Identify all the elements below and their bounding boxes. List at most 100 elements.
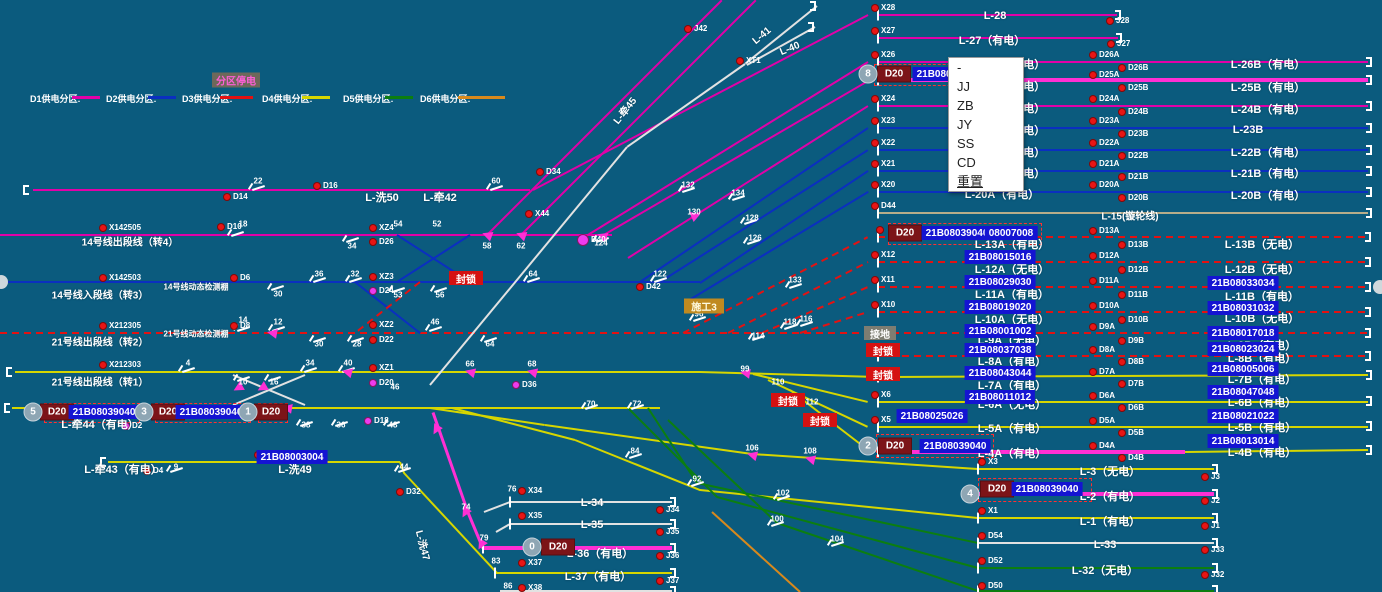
device-dot-D20B[interactable] [1118,194,1126,202]
device-id-badge[interactable]: 21B08021022 [1207,409,1279,423]
device-dot-J3[interactable] [1201,473,1209,481]
device-dot-D10B[interactable] [1118,316,1126,324]
device-dot-X142505[interactable] [99,224,107,232]
device-id-badge[interactable]: 21B08005006 [1207,362,1279,376]
device-dot-X3[interactable] [978,458,986,466]
lock-badge[interactable]: 封锁 [771,393,805,408]
device-dot-D52[interactable] [978,557,986,565]
device-dot-D23A[interactable] [1089,117,1097,125]
device-dot-D25A[interactable] [1089,71,1097,79]
device-dot-X34[interactable] [518,487,526,495]
device-dot-D20[interactable] [369,379,377,387]
device-dot-D7A[interactable] [1089,368,1097,376]
device-dot-XZ3[interactable] [369,273,377,281]
device-dot-X12[interactable] [871,251,879,259]
train-badge-d20[interactable]: D20 [888,224,922,242]
device-id-badge[interactable]: 21B08025026 [896,409,968,423]
device-dot-X27[interactable] [871,27,879,35]
device-dot-D13B[interactable] [1118,241,1126,249]
device-dot-D5A[interactable] [1089,417,1097,425]
device-dot-X10[interactable] [871,301,879,309]
device-dot-D9A[interactable] [1089,323,1097,331]
lock-badge[interactable]: 封锁 [803,413,837,428]
device-dot-XT1[interactable] [736,57,744,65]
train-badge-d20[interactable]: D20 [541,538,575,556]
device-id-badge[interactable]: 21B08017018 [1207,326,1279,340]
train-badge-d20[interactable]: D20 [254,403,288,421]
menu-item-zb[interactable]: ZB [957,98,974,113]
menu-item-jy[interactable]: JY [957,117,973,132]
device-dot-X28[interactable] [871,4,879,12]
device-id-badge[interactable]: 08007008 [984,226,1038,240]
device-dot-J32[interactable] [1201,571,1209,579]
device-dot-D20A[interactable] [1089,181,1097,189]
device-dot-D10A[interactable] [1089,302,1097,310]
device-dot-D40[interactable] [577,234,589,246]
construction-badge[interactable]: 施工3 [684,298,724,314]
device-dot-D50[interactable] [978,582,986,590]
device-dot-J28[interactable] [1106,17,1114,25]
device-dot-D26A[interactable] [1089,51,1097,59]
device-id-badge[interactable]: 21B08043044 [964,366,1036,380]
ground-badge[interactable]: 接地 [864,326,896,341]
menu-item-dash[interactable]: - [957,60,962,75]
device-dot-D10[interactable] [217,223,225,231]
device-id-badge[interactable]: 21B08039040 [919,439,991,453]
device-dot-D9B[interactable] [1118,337,1126,345]
device-dot-D24[interactable] [369,287,377,295]
device-dot-X5[interactable] [871,416,879,424]
lock-badge[interactable]: 封锁 [866,343,900,358]
device-dot-J37[interactable] [656,577,664,585]
device-dot-D7B[interactable] [1118,380,1126,388]
device-id-badge[interactable]: 21B08013014 [1207,434,1279,448]
device-dot-D42[interactable] [636,283,644,291]
device-dot-J2[interactable] [1201,497,1209,505]
device-dot-X212305[interactable] [99,322,107,330]
device-dot-D34[interactable] [536,168,544,176]
device-dot-D25B[interactable] [1118,84,1126,92]
device-id-badge[interactable]: 21B08001002 [964,324,1036,338]
device-dot-J27[interactable] [1107,40,1115,48]
device-dot-D4[interactable] [143,467,151,475]
device-dot-D26B[interactable] [1118,64,1126,72]
device-id-badge[interactable]: 21B08015016 [964,250,1036,264]
device-dot-J42[interactable] [684,25,692,33]
device-id-badge[interactable]: 21B08019020 [964,300,1036,314]
device-id-badge[interactable]: 21B08039040 [175,405,247,419]
device-dot-D8B[interactable] [1118,358,1126,366]
lock-badge[interactable]: 封锁 [866,367,900,382]
device-dot-D6[interactable] [230,274,238,282]
device-dot-X44[interactable] [525,210,533,218]
device-id-badge[interactable]: 21B08003004 [256,450,328,464]
device-dot-D32[interactable] [396,488,404,496]
device-dot-D6A[interactable] [1089,392,1097,400]
device-dot-D24B[interactable] [1118,108,1126,116]
device-dot-D36[interactable] [512,381,520,389]
device-dot-D4A[interactable] [1089,442,1097,450]
device-dot-XZ2[interactable] [369,321,377,329]
device-dot-X21[interactable] [871,160,879,168]
device-dot-D21A[interactable] [1089,160,1097,168]
train-badge-d20[interactable]: D20 [877,65,911,83]
device-dot-J34[interactable] [656,506,664,514]
device-dot-D14[interactable] [223,193,231,201]
device-id-badge[interactable]: 21B08047048 [1207,385,1279,399]
device-id-badge[interactable]: 21B08011012 [964,390,1036,404]
device-dot-J33[interactable] [1201,546,1209,554]
device-dot-X37[interactable] [518,559,526,567]
device-dot-D22B[interactable] [1118,152,1126,160]
device-dot-XZ4[interactable] [369,224,377,232]
device-dot-D44[interactable] [871,202,879,210]
device-dot-J36[interactable] [656,552,664,560]
device-id-badge[interactable]: 21B08029030 [964,275,1036,289]
device-id-badge[interactable]: 21B08039040 [68,405,140,419]
device-dot-X142503[interactable] [99,274,107,282]
menu-item-cd[interactable]: CD [957,155,976,170]
device-dot-XZ1[interactable] [369,364,377,372]
device-dot-X24[interactable] [871,95,879,103]
menu-item-ss[interactable]: SS [957,136,975,151]
menu-item-重置[interactable]: 重置 [957,174,984,189]
device-dot-X35[interactable] [518,512,526,520]
device-dot-D26[interactable] [369,238,377,246]
device-id-badge[interactable]: 21B08039040 [921,226,993,240]
